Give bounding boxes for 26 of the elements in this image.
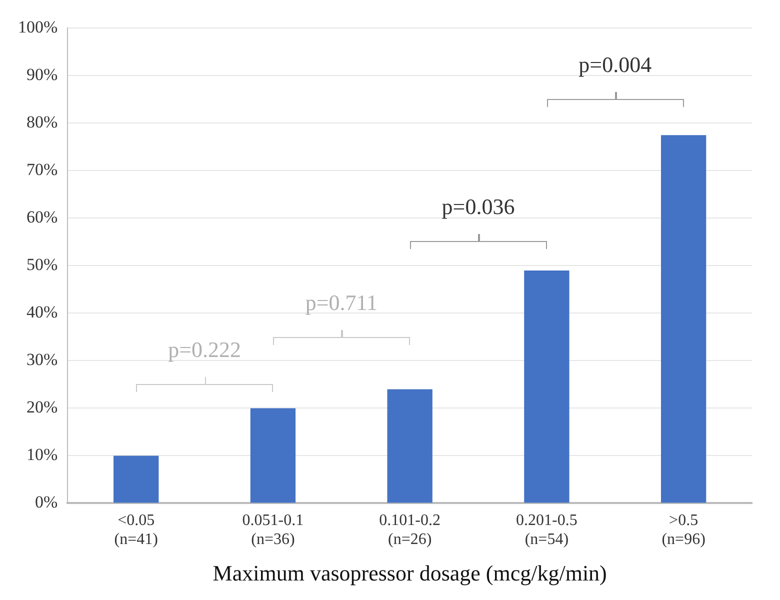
y-tick-label: 50% (26, 255, 58, 274)
y-tick-label: 80% (26, 112, 58, 132)
x-tick-label: <0.05 (n=41) (114, 512, 158, 548)
bar (387, 389, 432, 503)
bar (250, 408, 296, 503)
bar (524, 270, 570, 503)
y-tick-label: 70% (26, 160, 58, 180)
x-axis-title: Maximum vasopressor dosage (mcg/kg/min) (212, 560, 607, 586)
annotation: p=0.036 (442, 194, 515, 220)
x-tick-label: 0.201-0.5 (n=54) (516, 512, 578, 548)
bar (114, 456, 159, 503)
x-tick-label: 0.051-0.1 (n=36) (242, 512, 304, 548)
y-tick-label: 40% (26, 302, 58, 322)
y-tick-label: 10% (26, 445, 58, 464)
y-tick-label: 20% (26, 398, 58, 417)
x-tick-label: >0.5 (n=96) (662, 512, 706, 548)
annotation: p=0.711 (305, 290, 378, 315)
annotation: p=0.004 (578, 52, 652, 77)
y-tick-label: 100% (18, 18, 58, 37)
y-tick-label: 30% (26, 350, 58, 370)
y-tick-label: 60% (26, 208, 58, 227)
annotation: p=0.222 (168, 336, 241, 362)
y-tick-label: 90% (26, 65, 58, 84)
y-tick-label: 0% (34, 492, 58, 512)
bar (660, 135, 706, 503)
x-tick-label: 0.101-0.2 (n=26) (379, 512, 440, 548)
